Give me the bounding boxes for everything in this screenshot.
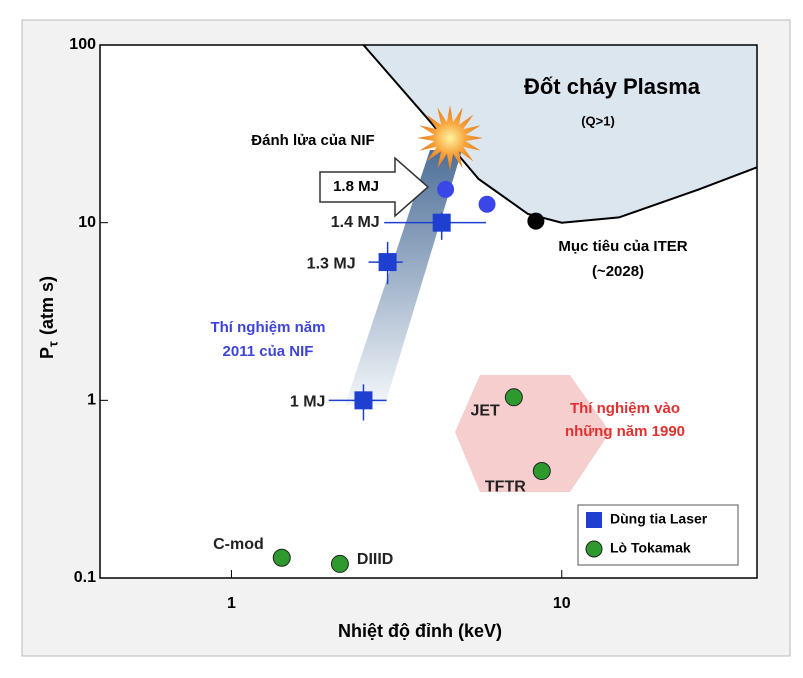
legend bbox=[577, 504, 739, 566]
point-label: DIIID bbox=[357, 551, 393, 568]
x-axis-label: Nhiệt độ đỉnh (keV) bbox=[338, 621, 502, 641]
annotation: Thí nghiệm vào bbox=[570, 400, 680, 417]
tokamak-region bbox=[455, 375, 610, 492]
point-label: 1 MJ bbox=[290, 394, 326, 411]
annotation: Mục tiêu của ITER bbox=[558, 238, 687, 255]
point bbox=[354, 391, 373, 410]
y-tick-label: 0.1 bbox=[74, 569, 96, 586]
nif-arrow bbox=[319, 156, 430, 218]
point bbox=[504, 388, 523, 407]
x-tick-label: 1 bbox=[227, 595, 236, 612]
annotation: (Q>1) bbox=[581, 113, 615, 128]
point bbox=[272, 548, 291, 567]
y-axis-label: P bbox=[37, 347, 57, 359]
legend-label: Dùng tia Laser bbox=[610, 511, 708, 527]
y-axis-label-sub: τ bbox=[45, 341, 60, 347]
ignition-region bbox=[363, 45, 757, 223]
annotation: 1.8 MJ bbox=[333, 178, 379, 195]
y-tick-label: 100 bbox=[69, 36, 96, 53]
point bbox=[378, 253, 397, 272]
annotation: Đánh lửa của NIF bbox=[251, 132, 374, 149]
point-label: 1.4 MJ bbox=[331, 214, 380, 231]
annotation: Đốt cháy Plasma bbox=[524, 74, 701, 99]
point bbox=[432, 213, 451, 232]
point-label: JET bbox=[470, 403, 500, 420]
x-tick-label: 10 bbox=[553, 595, 571, 612]
plot-border bbox=[99, 44, 758, 579]
point bbox=[478, 195, 496, 213]
point-label: TFTR bbox=[485, 478, 526, 495]
legend-label: Lò Tokamak bbox=[610, 540, 691, 556]
annotation: (~2028) bbox=[592, 263, 644, 280]
y-tick-label: 10 bbox=[78, 214, 96, 231]
point bbox=[527, 212, 545, 230]
legend-swatch bbox=[586, 512, 602, 528]
legend-swatch bbox=[585, 540, 603, 558]
point-label: C-mod bbox=[213, 536, 264, 553]
ignition-star bbox=[417, 105, 483, 171]
y-tick-label: 1 bbox=[87, 392, 96, 409]
y-axis-label-unit: (atm s) bbox=[37, 276, 57, 335]
point-label: 1.3 MJ bbox=[307, 255, 356, 272]
point bbox=[437, 180, 455, 198]
annotation: những năm 1990 bbox=[565, 423, 685, 440]
annotation: Thí nghiệm năm bbox=[210, 319, 325, 336]
point bbox=[532, 462, 551, 481]
annotation: 2011 của NIF bbox=[223, 343, 314, 360]
point bbox=[330, 554, 349, 573]
